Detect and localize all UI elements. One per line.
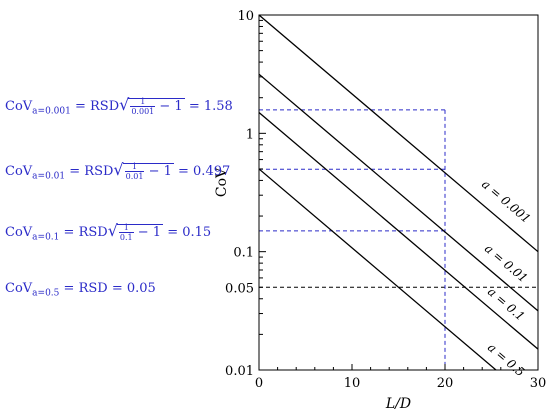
y-tick-label: 0.1 <box>233 246 254 261</box>
eq-result: = 0.497 <box>178 164 231 179</box>
eq-rsd: RSD <box>90 99 120 114</box>
eq-rsd: = RSD <box>63 281 108 296</box>
equation-a-0001: CoVa=0.001 = RSD√ 1 0.001 − 1 = 1.58 <box>5 95 233 117</box>
x-tick-label: 10 <box>344 376 361 391</box>
y-axis-label: CoV <box>214 167 230 197</box>
eq-result: = 1.58 <box>188 99 233 114</box>
x-axis-label: L/D <box>385 396 411 411</box>
eq-num: 1 <box>118 223 134 233</box>
equation-a-01: CoVa=0.1 = RSD√ 1 0.1 − 1 = 0.15 <box>5 221 212 243</box>
eq-sub: a=0.001 <box>32 106 71 117</box>
eq-sub: a=0.01 <box>32 171 66 182</box>
equation-a-05: CoVa=0.5 = RSD = 0.05 <box>5 281 156 299</box>
eq-cov: CoV <box>5 281 33 296</box>
eq-num: 1 <box>130 97 156 107</box>
eq-minus: − 1 <box>159 99 183 114</box>
series-label: a = 0.5 <box>485 340 528 379</box>
series-line <box>259 73 538 312</box>
eq-den: 0.1 <box>119 233 133 242</box>
eq-num: 1 <box>124 162 145 172</box>
eq-cov: CoV <box>5 225 33 240</box>
series-label: a = 0.01 <box>482 241 530 285</box>
eq-sub: a=0.5 <box>32 288 60 299</box>
x-tick-label: 20 <box>437 376 454 391</box>
x-tick-label: 0 <box>255 376 263 391</box>
eq-cov: CoV <box>5 99 33 114</box>
eq-rsd: RSD <box>78 225 108 240</box>
eq-den: 0.001 <box>131 107 155 116</box>
series-label: a = 0.1 <box>485 285 528 324</box>
equation-a-001: CoVa=0.01 = RSD√ 1 0.01 − 1 = 0.497 <box>5 160 231 182</box>
eq-result: = 0.15 <box>167 225 212 240</box>
eq-rsd: RSD <box>84 164 114 179</box>
y-tick-label: 10 <box>237 9 254 24</box>
series-line <box>259 15 538 253</box>
series-label: a = 0.001 <box>479 177 533 226</box>
y-tick-label: 0.01 <box>225 364 254 379</box>
eq-cov: CoV <box>5 164 33 179</box>
eq-den: 0.01 <box>125 172 144 181</box>
eq-sub: a=0.1 <box>32 232 60 243</box>
y-tick-label: 0.05 <box>225 281 254 296</box>
series-line <box>259 168 498 370</box>
eq-minus: − 1 <box>148 164 172 179</box>
eq-result: = 0.05 <box>111 281 156 296</box>
series-line <box>259 112 538 350</box>
y-tick-label: 1 <box>246 127 254 142</box>
x-tick-label: 30 <box>530 376 547 391</box>
eq-minus: − 1 <box>137 225 162 240</box>
plot-frame <box>258 14 539 371</box>
